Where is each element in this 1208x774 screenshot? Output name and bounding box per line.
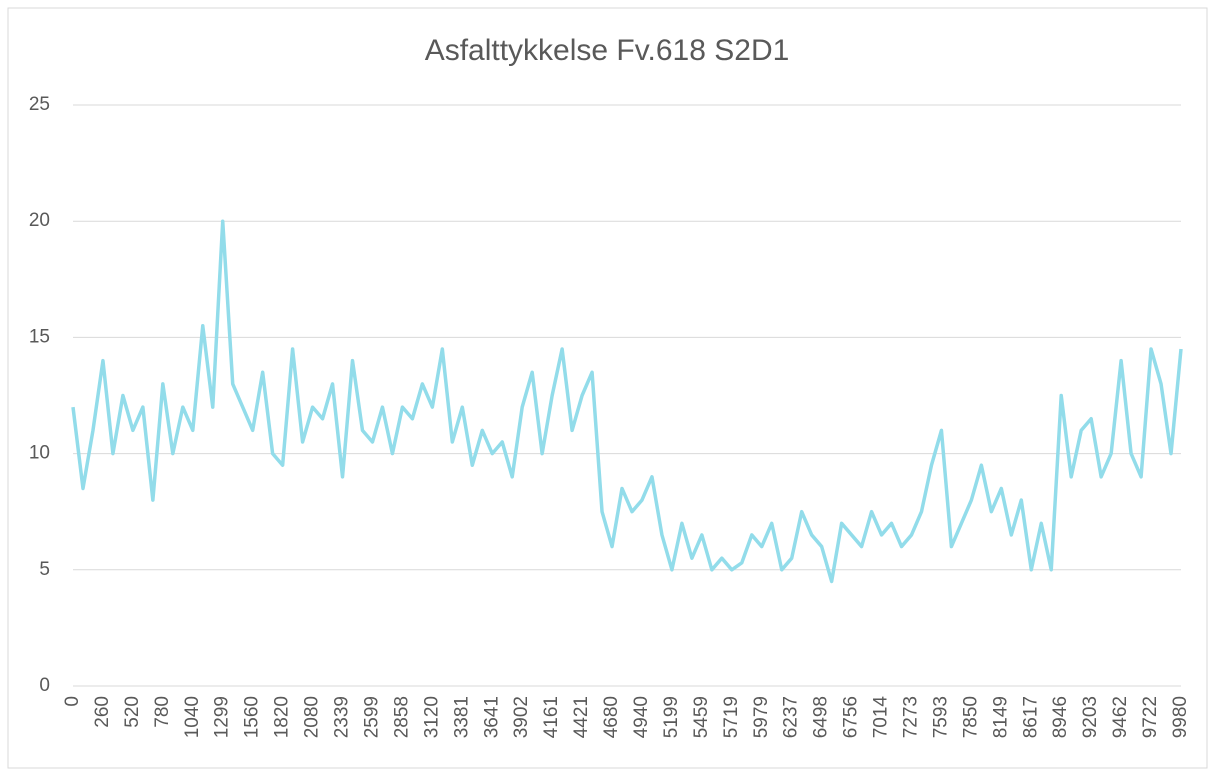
x-tick-label: 3120 <box>421 696 442 738</box>
x-tick-label: 2080 <box>302 696 323 738</box>
y-tick-label: 20 <box>29 210 50 231</box>
x-tick-label: 0 <box>62 696 83 707</box>
x-tick-label: 9980 <box>1170 696 1191 738</box>
x-tick-label: 5719 <box>721 696 742 738</box>
x-tick-label: 4421 <box>571 696 592 738</box>
x-tick-label: 1560 <box>242 696 263 738</box>
x-tick-label: 3641 <box>481 696 502 738</box>
data-line <box>71 219 1183 584</box>
x-tick-label: 6498 <box>811 696 832 738</box>
x-tick-label: 9462 <box>1110 696 1131 738</box>
y-tick-label: 0 <box>39 675 50 696</box>
x-tick-label: 1299 <box>212 696 233 738</box>
x-tick-label: 3381 <box>451 696 472 738</box>
x-tick-label: 780 <box>152 696 173 728</box>
x-tick-label: 7273 <box>901 696 922 738</box>
x-tick-label: 2599 <box>361 696 382 738</box>
x-tick-label: 4680 <box>601 696 622 738</box>
x-tick-label: 9722 <box>1140 696 1161 738</box>
x-tick-label: 5459 <box>691 696 712 738</box>
x-tick-label: 4940 <box>631 696 652 738</box>
y-tick-label: 10 <box>29 443 50 464</box>
x-tick-label: 2339 <box>332 696 353 738</box>
x-tick-label: 1040 <box>182 696 203 738</box>
x-tick-label: 8617 <box>1020 696 1041 738</box>
y-tick-label: 15 <box>29 326 50 347</box>
x-tick-label: 3902 <box>511 696 532 738</box>
chart-title: Asfalttykkelse Fv.618 S2D1 <box>425 34 790 67</box>
x-tick-label: 7014 <box>871 696 892 739</box>
x-tick-label: 260 <box>92 696 113 728</box>
x-tick-label: 2858 <box>391 696 412 738</box>
x-tick-label: 5979 <box>751 696 772 738</box>
y-tick-label: 25 <box>29 94 50 115</box>
x-tick-label: 520 <box>122 696 143 728</box>
y-tick-label: 5 <box>39 559 50 580</box>
x-tick-label: 1820 <box>272 696 293 738</box>
x-tick-label: 5199 <box>661 696 682 738</box>
x-tick-label: 8946 <box>1050 696 1071 738</box>
x-tick-label: 6756 <box>841 696 862 738</box>
x-tick-label: 4161 <box>541 696 562 738</box>
chart-border <box>7 7 1208 769</box>
x-tick-label: 8149 <box>990 696 1011 738</box>
x-tick-label: 7593 <box>930 696 951 738</box>
x-tick-label: 7850 <box>960 696 981 738</box>
x-tick-label: 6237 <box>781 696 802 738</box>
x-tick-label: 9203 <box>1080 696 1101 738</box>
